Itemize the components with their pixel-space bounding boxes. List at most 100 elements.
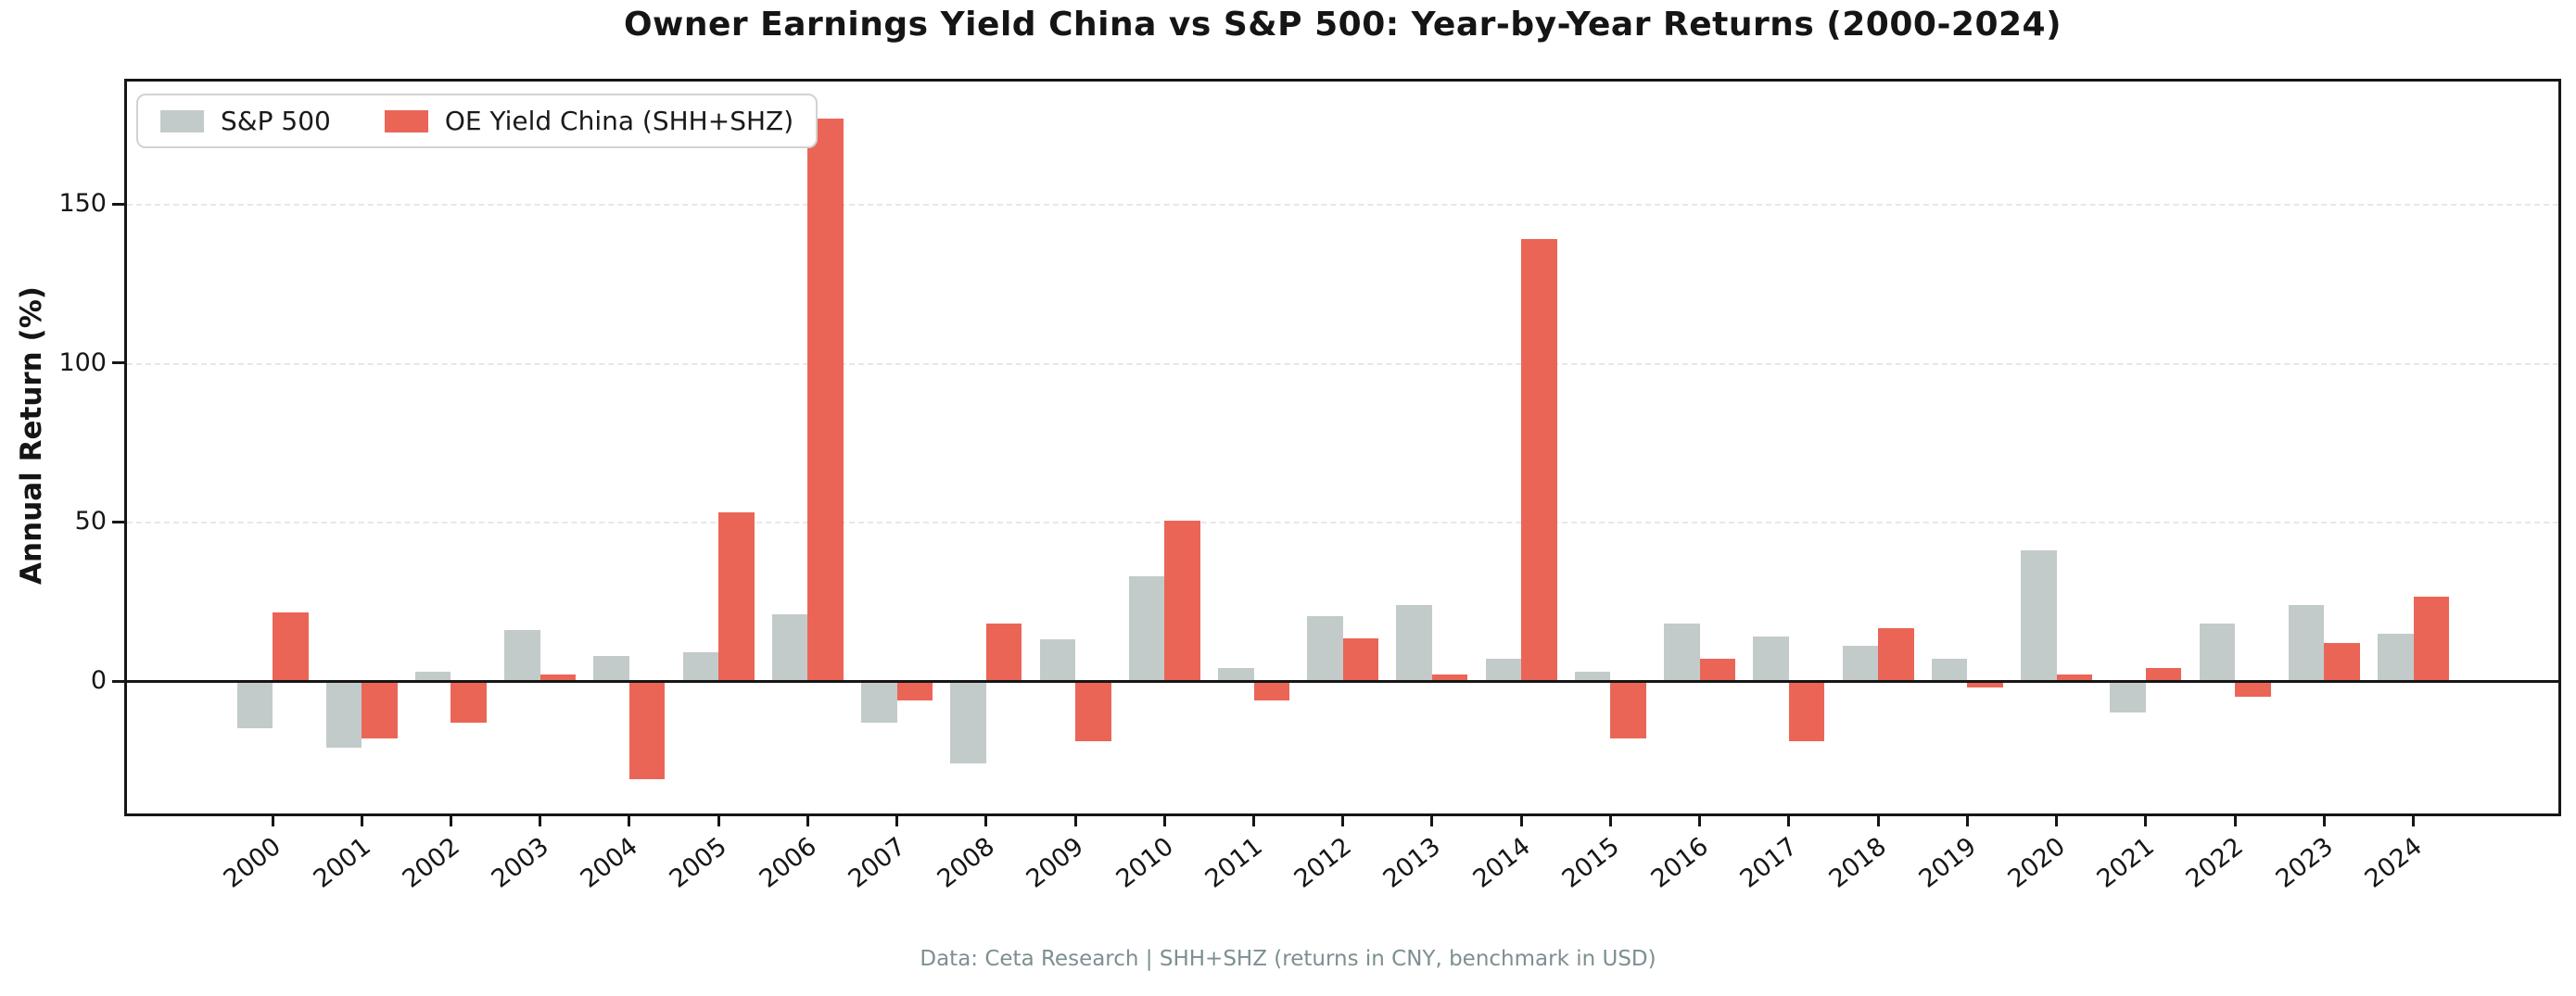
ytick-label-150: 150 [58, 189, 107, 219]
zero-axis-line [127, 679, 2558, 683]
bar-sp500-2023 [2288, 604, 2325, 681]
gridline-50 [127, 522, 2558, 524]
chart-title: Owner Earnings Yield China vs S&P 500: Y… [623, 6, 2062, 44]
bar-oe-china-2015 [1610, 681, 1646, 738]
bar-oe-china-2011 [1253, 681, 1290, 700]
gridline-150 [127, 204, 2558, 207]
xtick-mark-2017 [1787, 816, 1791, 826]
bar-sp500-2010 [1128, 575, 1165, 681]
bar-oe-china-2023 [2324, 642, 2360, 681]
xtick-mark-2007 [895, 816, 899, 826]
bar-oe-china-2002 [450, 681, 487, 723]
xtick-mark-2006 [806, 816, 809, 826]
xtick-mark-2008 [984, 816, 988, 826]
ytick-label-50: 50 [74, 507, 107, 536]
xtick-mark-2010 [1162, 816, 1166, 826]
bar-oe-china-2018 [1878, 628, 1914, 681]
xtick-label-2022: 2022 [2180, 832, 2250, 894]
xtick-mark-2021 [2144, 816, 2148, 826]
bar-sp500-2019 [1931, 658, 1968, 681]
xtick-label-2024: 2024 [2359, 832, 2428, 894]
xtick-label-2023: 2023 [2270, 832, 2339, 894]
bar-oe-china-2006 [807, 118, 844, 681]
bar-oe-china-2003 [539, 675, 577, 681]
xtick-mark-2000 [271, 816, 274, 826]
bar-sp500-2005 [682, 652, 719, 681]
xtick-label-2021: 2021 [2091, 832, 2160, 894]
bar-sp500-2011 [1218, 668, 1254, 681]
xtick-label-2011: 2011 [1199, 832, 1268, 894]
bar-sp500-2001 [325, 681, 362, 749]
bar-sp500-2006 [771, 613, 808, 681]
bar-sp500-2008 [950, 681, 986, 764]
xtick-label-2019: 2019 [1913, 832, 1982, 894]
ytick-mark-150 [112, 202, 124, 206]
xtick-label-2003: 2003 [486, 832, 554, 894]
xtick-label-2004: 2004 [575, 832, 644, 894]
bar-oe-china-2017 [1788, 681, 1825, 742]
bar-oe-china-2013 [1431, 675, 1468, 681]
xtick-mark-2018 [1876, 816, 1880, 826]
xtick-label-2006: 2006 [754, 832, 822, 894]
xtick-mark-2004 [628, 816, 631, 826]
gridline-100 [127, 362, 2558, 365]
bar-oe-china-2005 [718, 512, 755, 681]
xtick-label-2008: 2008 [932, 832, 1000, 894]
xtick-label-2012: 2012 [1288, 832, 1357, 894]
bar-oe-china-2019 [1967, 681, 2003, 687]
legend-item-oe-china: OE Yield China (SHH+SHZ) [384, 106, 793, 136]
xtick-mark-2015 [1608, 816, 1612, 826]
xtick-mark-2009 [1073, 816, 1077, 826]
xtick-label-2010: 2010 [1110, 832, 1179, 894]
bar-sp500-2016 [1664, 624, 1700, 681]
oe-china-legend-swatch [384, 109, 428, 132]
ytick-mark-100 [112, 361, 124, 365]
bar-oe-china-2004 [628, 681, 666, 780]
bar-sp500-2007 [861, 681, 897, 723]
bar-sp500-2015 [1574, 671, 1611, 681]
bar-oe-china-2009 [1075, 681, 1111, 742]
bar-sp500-2009 [1039, 639, 1076, 681]
bar-sp500-2014 [1485, 658, 1522, 681]
xtick-mark-2019 [1965, 816, 1969, 826]
bar-sp500-2018 [1842, 646, 1879, 681]
bar-sp500-2024 [2378, 633, 2414, 681]
bar-oe-china-2014 [1521, 239, 1557, 681]
xtick-mark-2014 [1519, 816, 1523, 826]
bar-oe-china-2008 [985, 624, 1022, 681]
xtick-label-2007: 2007 [843, 832, 911, 894]
xtick-label-2020: 2020 [2002, 832, 2071, 894]
xtick-label-2013: 2013 [1377, 832, 1447, 894]
xtick-mark-2024 [2412, 816, 2416, 826]
bar-oe-china-2000 [273, 612, 309, 681]
xtick-label-2018: 2018 [1823, 832, 1893, 894]
xtick-mark-2022 [2233, 816, 2237, 826]
legend-item-sp500: S&P 500 [160, 106, 331, 136]
plot-area: S&P 500 OE Yield China (SHH+SHZ) [124, 79, 2561, 816]
bar-sp500-2022 [2199, 624, 2236, 681]
xtick-mark-2003 [539, 816, 542, 826]
xtick-mark-2013 [1430, 816, 1434, 826]
bar-sp500-2012 [1307, 615, 1343, 681]
xtick-label-2000: 2000 [218, 832, 287, 894]
ytick-mark-0 [112, 679, 124, 683]
bar-oe-china-2007 [896, 681, 933, 700]
bar-sp500-2021 [2110, 681, 2146, 713]
bar-oe-china-2022 [2235, 681, 2271, 698]
xtick-mark-2005 [717, 816, 720, 826]
bar-sp500-2013 [1396, 604, 1432, 681]
bar-sp500-2003 [504, 630, 540, 681]
xtick-label-2001: 2001 [308, 832, 376, 894]
ytick-label-0: 0 [90, 666, 107, 695]
xtick-label-2015: 2015 [1556, 832, 1625, 894]
xtick-label-2009: 2009 [1021, 832, 1090, 894]
xtick-mark-2011 [1252, 816, 1256, 826]
sp500-legend-label: S&P 500 [221, 106, 331, 136]
ytick-label-100: 100 [58, 347, 107, 377]
xtick-mark-2020 [2055, 816, 2059, 826]
bar-oe-china-2020 [2056, 675, 2093, 681]
bar-sp500-2004 [593, 655, 629, 681]
bar-sp500-2002 [414, 671, 451, 681]
legend: S&P 500 OE Yield China (SHH+SHZ) [136, 94, 818, 148]
